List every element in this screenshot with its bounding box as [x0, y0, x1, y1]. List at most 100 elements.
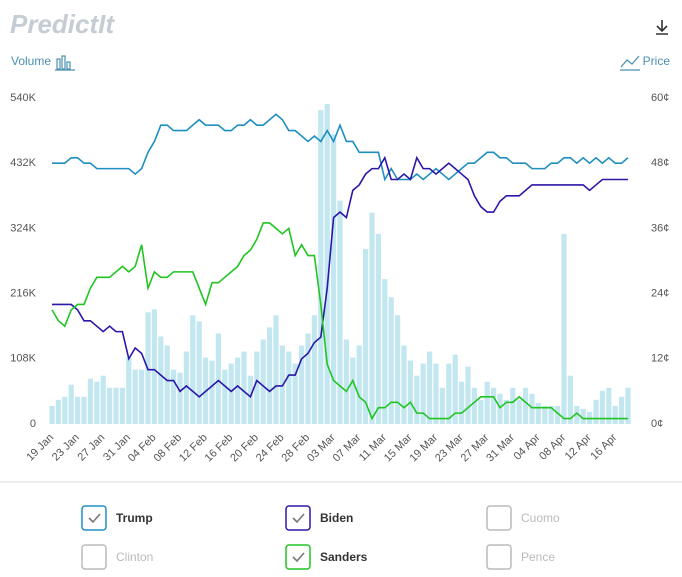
volume-bar — [625, 387, 631, 424]
volume-bar — [555, 405, 561, 424]
legend-item[interactable]: Cuomo — [486, 505, 560, 531]
volume-bar — [619, 396, 625, 424]
volume-bar — [62, 396, 68, 424]
volume-bar — [459, 381, 465, 424]
legend-item[interactable]: Trump — [81, 505, 153, 531]
volume-bar — [363, 248, 369, 424]
legend-label: Trump — [116, 511, 153, 525]
volume-bar — [254, 351, 260, 424]
volume-bar — [510, 387, 516, 424]
volume-bar — [228, 363, 234, 424]
volume-bar — [401, 345, 407, 424]
volume-bar — [580, 408, 586, 424]
volume-bar — [81, 396, 87, 424]
volume-bar — [305, 333, 311, 424]
volume-bar — [529, 393, 535, 424]
price-line — [52, 155, 628, 399]
volume-bar — [324, 104, 330, 424]
y2-tick-label: 12¢ — [651, 353, 669, 365]
y-tick-label: 540K — [10, 92, 36, 104]
logo: PredictIt — [10, 9, 115, 39]
volume-bar — [55, 399, 61, 424]
volume-bar — [311, 315, 317, 424]
volume-bar — [196, 321, 202, 424]
volume-bar — [260, 339, 266, 424]
volume-bar — [337, 200, 343, 424]
volume-bar — [369, 212, 375, 424]
legend-item[interactable]: Clinton — [81, 544, 153, 570]
x-tick-label: 07 Mar — [331, 431, 364, 464]
volume-bar — [465, 366, 471, 424]
volume-bar — [523, 387, 529, 424]
volume-bar — [561, 233, 567, 424]
volume-bar — [126, 357, 132, 424]
legend-label: Pence — [521, 550, 555, 564]
y-tick-label: 0 — [30, 418, 36, 430]
volume-bar — [382, 279, 388, 424]
y2-axis-label: Price — [643, 54, 671, 68]
legend-check — [292, 552, 305, 563]
volume-bar — [299, 345, 305, 424]
volume-bar — [343, 339, 349, 424]
volume-bar — [516, 399, 522, 424]
x-tick-label: 08 Apr — [537, 431, 568, 462]
volume-bar — [599, 390, 605, 424]
volume-bar — [433, 363, 439, 424]
volume-bar — [356, 345, 362, 424]
legend-checkbox — [486, 544, 512, 570]
volume-bar — [273, 315, 279, 424]
volume-bar — [497, 393, 503, 424]
legend-label: Clinton — [116, 550, 153, 564]
x-tick-label: 12 Apr — [563, 431, 594, 462]
volume-bar — [471, 387, 477, 424]
price-line — [52, 113, 629, 182]
volume-bar — [388, 297, 394, 424]
legend-item[interactable]: Pence — [486, 544, 555, 570]
volume-bar — [318, 110, 324, 425]
volume-bar — [87, 378, 93, 424]
volume-bar — [535, 402, 541, 424]
volume-bar — [567, 375, 573, 424]
volume-bar — [503, 399, 509, 424]
volume-bar — [222, 369, 228, 424]
x-tick-label: 27 Jan — [76, 432, 108, 464]
volume-bar — [612, 405, 618, 424]
volume-bar — [574, 405, 580, 424]
x-tick-label: 23 Jan — [50, 432, 82, 464]
volume-bar — [107, 387, 113, 424]
legend-label: Cuomo — [521, 511, 560, 525]
y-tick-label: 324K — [10, 222, 36, 234]
x-tick-label: 19 Jan — [24, 432, 56, 464]
volume-bar — [350, 357, 356, 424]
y-tick-label: 216K — [10, 288, 36, 300]
volume-bar — [119, 387, 125, 424]
legend-item[interactable]: Biden — [285, 505, 353, 531]
y-axis-label: Volume — [11, 54, 51, 68]
volume-bar — [164, 345, 170, 424]
volume-bar — [113, 387, 119, 424]
y-tick-label: 432K — [10, 157, 36, 169]
volume-bar — [241, 351, 247, 424]
download-icon[interactable] — [656, 20, 668, 35]
y2-tick-label: 36¢ — [651, 222, 669, 234]
legend-check — [292, 513, 305, 524]
y2-tick-label: 60¢ — [651, 92, 669, 104]
volume-bar — [209, 360, 215, 424]
volume-bar — [139, 369, 145, 424]
volume-bar — [132, 369, 138, 424]
volume-bar — [439, 387, 445, 424]
volume-icon — [55, 55, 75, 71]
legend-checkbox — [81, 505, 107, 531]
x-tick-label: 31 Mar — [484, 431, 517, 464]
volume-bar — [452, 354, 458, 424]
volume-bar — [68, 384, 74, 424]
y2-tick-label: 24¢ — [651, 288, 669, 300]
legend-item[interactable]: Sanders — [285, 544, 368, 570]
volume-bar — [49, 405, 55, 424]
y2-tick-label: 0¢ — [651, 418, 663, 430]
volume-bar — [94, 381, 100, 424]
legend-checkbox — [285, 544, 311, 570]
volume-bar — [100, 375, 106, 424]
